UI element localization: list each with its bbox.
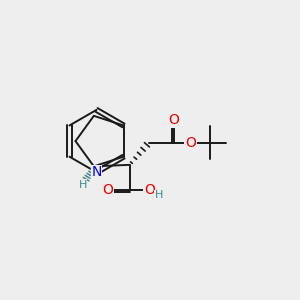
- Text: O: O: [185, 136, 196, 150]
- Text: O: O: [102, 183, 113, 197]
- Text: H: H: [154, 190, 163, 200]
- Text: O: O: [169, 113, 179, 127]
- Text: O: O: [144, 183, 155, 197]
- Text: N: N: [91, 165, 102, 179]
- Text: H: H: [79, 180, 87, 190]
